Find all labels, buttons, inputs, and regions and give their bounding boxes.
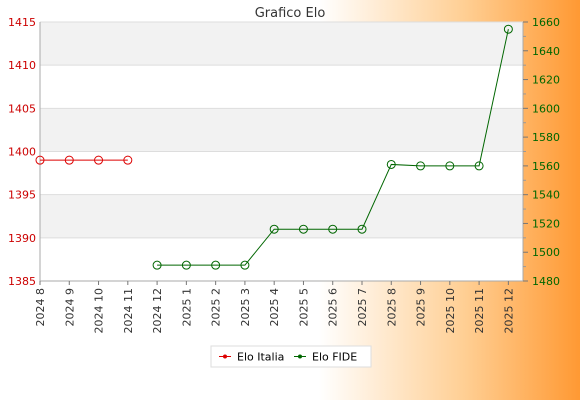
x-tick-label: 2025 6 [327,288,340,327]
left-tick-label: 1405 [8,102,36,115]
right-tick-label: 1520 [532,217,560,230]
x-tick-label: 2025 5 [297,288,310,327]
data-point [298,224,308,234]
data-point [240,260,250,270]
left-tick-label: 1390 [8,232,36,245]
x-tick-label: 2025 11 [473,288,486,334]
x-tick-label: 2025 7 [356,288,369,327]
left-tick-label: 1395 [8,189,36,202]
x-tick-label: 2025 9 [415,288,428,327]
right-tick-label: 1480 [532,275,560,288]
x-tick-label: 2024 9 [63,288,76,327]
x-tick-label: 2025 1 [180,288,193,327]
right-tick-label: 1660 [532,16,560,29]
data-point [181,260,191,270]
data-point [474,161,484,171]
x-tick-label: 2024 11 [122,288,135,334]
data-point [357,224,367,234]
x-tick-label: 2025 4 [268,288,281,327]
data-point [152,260,162,270]
chart-title: Grafico Elo [255,6,326,21]
plot-area: 1385 1390 1395 1400 1405 1410 1415 1480 1500 1520… [8,16,560,334]
data-point [503,24,513,34]
legend-marker-0 [223,354,227,359]
legend-label-1: Elo FIDE [312,351,357,364]
x-tick-label: 2025 8 [385,288,398,327]
right-tick-label: 1540 [532,189,560,202]
left-tick-label: 1400 [8,146,36,159]
x-tick-label: 2025 2 [210,288,223,327]
right-tick-label: 1620 [532,74,560,87]
left-tick-label: 1410 [8,59,36,72]
data-point [123,155,133,165]
legend: Elo Italia Elo FIDE [210,345,372,368]
data-point [445,161,455,171]
legend-label-0: Elo Italia [237,351,284,364]
data-point [328,224,338,234]
grid-band [40,108,523,152]
data-point [94,155,104,165]
left-tick-label: 1385 [8,275,36,288]
x-tick-label: 2025 10 [444,288,457,334]
grid-band [40,194,523,238]
left-tick-label: 1415 [8,16,36,29]
data-point [35,155,45,165]
x-tick-label: 2025 12 [502,288,515,334]
data-point [211,260,221,270]
right-tick-label: 1580 [532,131,560,144]
x-tick-label: 2024 12 [151,288,164,334]
x-tick-label: 2024 10 [93,288,106,334]
right-tick-label: 1640 [532,45,560,58]
x-tick-label: 2025 3 [239,288,252,327]
data-point [269,224,279,234]
right-tick-label: 1600 [532,102,560,115]
grid-band [40,22,523,66]
data-point [416,161,426,171]
x-tick-label: 2024 8 [34,288,47,327]
series-line-1 [157,29,509,266]
data-point [386,159,396,169]
right-tick-label: 1500 [532,246,560,259]
right-tick-label: 1560 [532,160,560,173]
legend-box [210,345,372,368]
legend-marker-1 [298,354,302,359]
data-point [64,155,74,165]
